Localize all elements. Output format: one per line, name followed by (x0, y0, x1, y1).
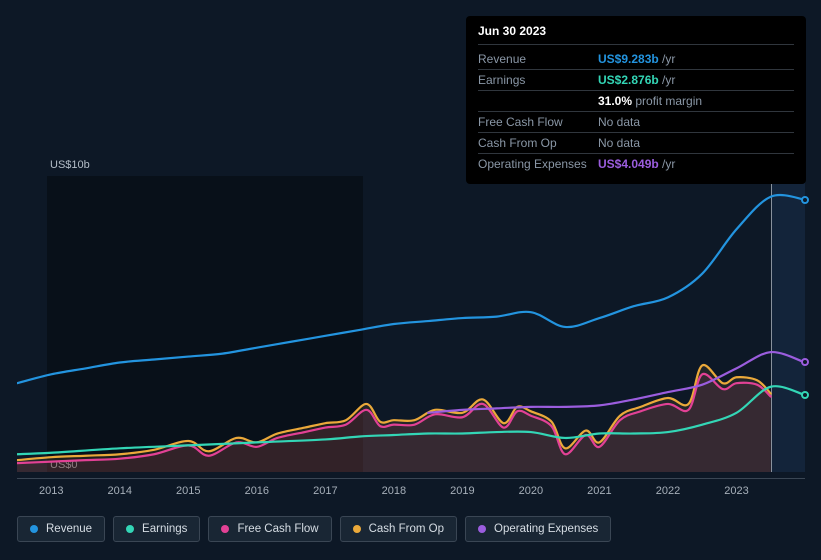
tooltip-row-value: US$9.283b /yr (598, 52, 675, 66)
tooltip-row: Cash From OpNo data (478, 133, 794, 154)
tooltip-row-label: Earnings (478, 73, 598, 87)
x-axis: 2013 2014 2015 2016 2017 2018 2019 2020 2021 2022… (17, 478, 805, 502)
x-tick: 2019 (450, 485, 474, 497)
legend-swatch (30, 525, 38, 533)
x-tick: 2013 (39, 485, 63, 497)
tooltip-row: RevenueUS$9.283b /yr (478, 49, 794, 70)
tooltip-row: Free Cash FlowNo data (478, 112, 794, 133)
x-tick: 2023 (724, 485, 748, 497)
legend-swatch (478, 525, 486, 533)
legend-item-free-cash-flow[interactable]: Free Cash Flow (208, 516, 331, 542)
tooltip-row-label: Cash From Op (478, 136, 598, 150)
x-tick: 2020 (519, 485, 543, 497)
tooltip-row-label: Revenue (478, 52, 598, 66)
legend-label: Earnings (142, 523, 187, 535)
x-tick: 2021 (587, 485, 611, 497)
tooltip-row-value: No data (598, 115, 640, 129)
series-revenue (17, 195, 805, 383)
legend-item-revenue[interactable]: Revenue (17, 516, 105, 542)
legend-label: Free Cash Flow (237, 523, 318, 535)
tooltip-row: EarningsUS$2.876b /yr (478, 70, 794, 91)
tooltip-date: Jun 30 2023 (478, 24, 794, 45)
data-tooltip: Jun 30 2023 RevenueUS$9.283b /yrEarnings… (466, 16, 806, 184)
legend-label: Cash From Op (369, 523, 444, 535)
x-tick: 2016 (245, 485, 269, 497)
x-tick: 2014 (108, 485, 132, 497)
end-dot-revenue (801, 196, 809, 204)
tooltip-row: Operating ExpensesUS$4.049b /yr (478, 154, 794, 174)
legend-label: Revenue (46, 523, 92, 535)
end-dot-operating_expenses (801, 358, 809, 366)
x-tick: 2018 (382, 485, 406, 497)
chart-area[interactable] (17, 176, 805, 472)
tooltip-row-value: No data (598, 136, 640, 150)
legend-item-earnings[interactable]: Earnings (113, 516, 200, 542)
chart-svg (17, 176, 805, 472)
tooltip-row-value: US$2.876b /yr (598, 73, 675, 87)
legend-swatch (221, 525, 229, 533)
x-tick: 2017 (313, 485, 337, 497)
tooltip-row-label: Free Cash Flow (478, 115, 598, 129)
tooltip-subrow: 31.0% profit margin (478, 91, 794, 112)
legend-label: Operating Expenses (494, 523, 598, 535)
x-tick: 2022 (656, 485, 680, 497)
legend: Revenue Earnings Free Cash Flow Cash From O… (17, 516, 611, 542)
tooltip-row-label: Operating Expenses (478, 157, 598, 171)
legend-swatch (126, 525, 134, 533)
legend-swatch (353, 525, 361, 533)
legend-item-cash-from-op[interactable]: Cash From Op (340, 516, 457, 542)
tooltip-row-value: US$4.049b /yr (598, 157, 675, 171)
legend-item-operating-expenses[interactable]: Operating Expenses (465, 516, 611, 542)
x-tick: 2015 (176, 485, 200, 497)
end-dot-earnings (801, 391, 809, 399)
